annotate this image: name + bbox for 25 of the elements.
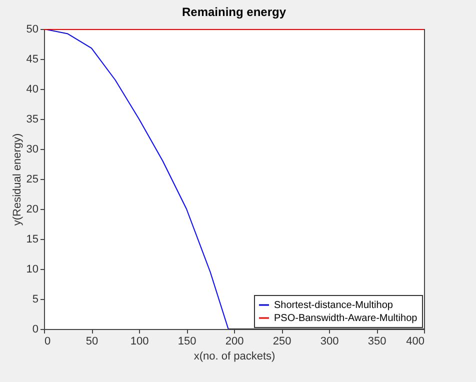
- x-tick-label: 100: [130, 336, 149, 348]
- legend-label: Shortest-distance-Multihop: [274, 300, 394, 311]
- y-tick-label: 0: [32, 324, 38, 336]
- x-tick-label: 200: [225, 336, 244, 348]
- y-axis-title: y(Residual energy): [11, 133, 24, 226]
- x-tick-label: 250: [272, 336, 292, 348]
- y-tick-label: 30: [26, 144, 38, 156]
- y-tick-label: 5: [32, 294, 38, 306]
- y-tick-label: 15: [26, 234, 38, 246]
- y-tick-label: 25: [26, 174, 38, 186]
- y-tick-label: 40: [26, 84, 38, 96]
- x-tick-label: 0: [44, 336, 51, 348]
- x-tick-label: 50: [86, 336, 98, 348]
- x-tick-label: 400: [406, 336, 424, 348]
- x-axis-title: x(no. of packets): [194, 350, 276, 362]
- x-tick-label: 350: [368, 336, 386, 348]
- y-tick-label: 10: [26, 264, 38, 276]
- y-tick-label: 45: [26, 54, 38, 66]
- legend-label: PSO-Banswidth-Aware-Multihop: [274, 313, 418, 324]
- y-tick-label: 50: [26, 24, 38, 36]
- x-tick-label: 300: [320, 336, 339, 348]
- y-tick-label: 20: [26, 204, 38, 216]
- x-tick-label: 150: [178, 336, 196, 348]
- chart-title: Remaining energy: [182, 5, 286, 19]
- y-tick-label: 35: [26, 114, 38, 126]
